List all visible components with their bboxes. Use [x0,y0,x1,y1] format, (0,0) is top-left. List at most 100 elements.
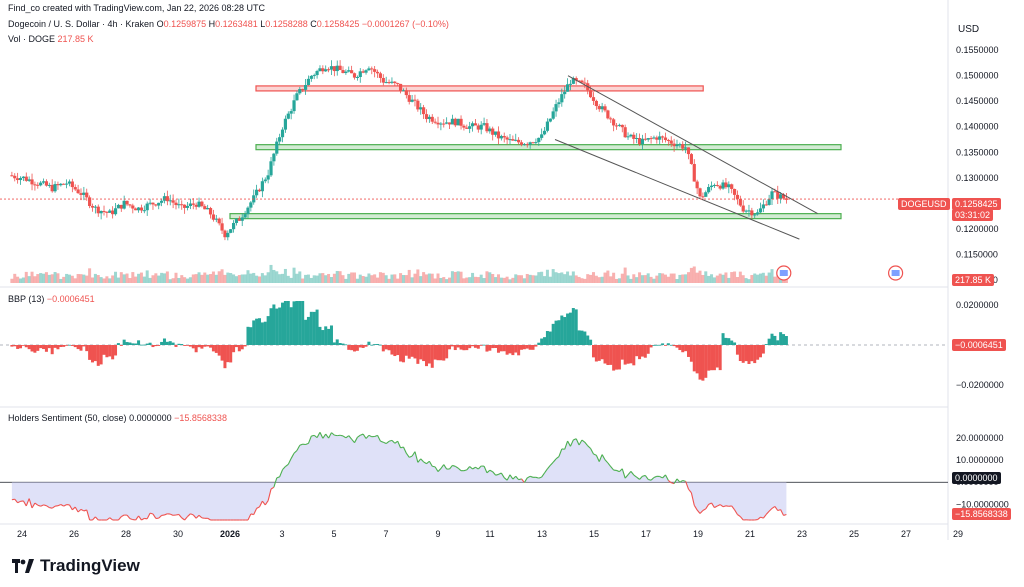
sentiment-line-segment [68,504,73,511]
candle-body [162,196,167,201]
bbp-bar [186,345,190,346]
bbp-bar [675,345,679,348]
bbp-bar [76,345,80,350]
candle-body [289,111,293,114]
volume-bar [88,268,92,283]
candle-body [439,123,443,125]
sentiment-line-segment [503,477,508,481]
candle-body [445,122,449,124]
volume-bar [370,275,374,283]
sentiment-line-segment [734,509,738,515]
candle-body [128,204,132,206]
bbp-bar [401,345,405,363]
volume-bar [623,267,627,283]
currency-label[interactable]: USD [958,24,980,35]
bbp-bar [42,345,46,350]
candle-body [678,144,682,146]
candle-body [583,82,587,84]
bbp-bar [442,345,446,361]
x-tick-label: 17 [641,529,651,539]
candle-body [249,202,253,208]
bbp-bar [234,345,238,348]
candle-body [574,78,578,81]
bbp-bar [370,344,374,346]
candle-body [381,77,385,83]
candle-body [571,78,575,84]
candle-body [47,184,51,186]
candle-body [76,189,80,194]
sentiment-line-segment [362,433,367,439]
bbp-bar [416,345,420,364]
bbp-bar [502,345,506,352]
bbp-bar [591,345,595,358]
volume-bar [358,274,362,283]
candle-body [686,147,691,155]
tradingview-logo[interactable]: TradingView [12,556,140,576]
volume-bar [617,278,621,283]
bbp-bar [522,345,526,350]
bbp-bar [663,345,667,346]
bbp-bar [329,325,333,345]
candle-body [735,194,740,199]
bbp-bar [82,345,86,347]
volume-bar [712,277,716,283]
bbp-bar [260,322,264,345]
sentiment-tick-label: 10.0000000 [956,455,1004,465]
candle-body [724,182,728,188]
sentiment-line-segment [414,451,419,463]
sentiment-line-segment [357,434,361,438]
sentiment-line-segment [688,488,692,494]
sentiment-line-segment [316,431,321,438]
volume-bar [638,272,642,283]
volume-bar [545,269,549,283]
candle-body [465,127,469,129]
volume-bar [350,272,354,283]
sentiment-line-segment [345,435,350,439]
volume-bar [139,272,143,283]
candle-body [637,138,642,145]
tradingview-brand-text: TradingView [40,556,140,575]
sentiment-line-segment [402,446,407,454]
sentiment-line-segment [161,514,165,516]
volume-bar [206,274,210,283]
sentiment-line-segment [538,476,542,479]
sentiment-line-segment [328,432,332,439]
bbp-bar [681,345,685,353]
bbp-bar [295,301,299,345]
bbp-bar [615,345,619,370]
bbp-bar [338,343,342,345]
bbp-bar [649,345,653,348]
bbp-header: BBP (13) −0.0006451 [8,294,95,304]
sentiment-line-segment [259,500,263,508]
candle-body [756,212,760,215]
volume-bar [344,278,348,283]
bbp-bar [266,316,270,345]
volume-bar [134,276,138,283]
candle-body [220,223,224,231]
volume-bar [151,275,155,283]
volume-bar [384,275,388,283]
bbp-bar [710,345,714,371]
volume-bar [422,272,426,283]
sentiment-line-segment [253,508,258,515]
sentiment-line-segment [178,514,183,519]
sentiment-line-segment [659,475,663,479]
candle-body [50,184,54,192]
candle-body [442,123,446,125]
volume-bar [286,275,290,283]
sentiment-line-segment [644,475,649,480]
volume-bar [721,274,725,283]
sentiment-line-segment [636,476,640,480]
sentiment-line-segment [388,439,393,442]
bbp-bar [638,345,642,360]
bbp-bar [116,343,120,345]
bbp-bar [473,345,477,348]
bbp-bar [715,345,719,368]
bbp-bar [304,319,308,345]
sentiment-line-segment [313,434,318,439]
candle-body [479,124,483,130]
volume-bar [649,276,653,283]
bbp-bar [289,307,293,345]
sentiment-line-segment [146,512,151,520]
